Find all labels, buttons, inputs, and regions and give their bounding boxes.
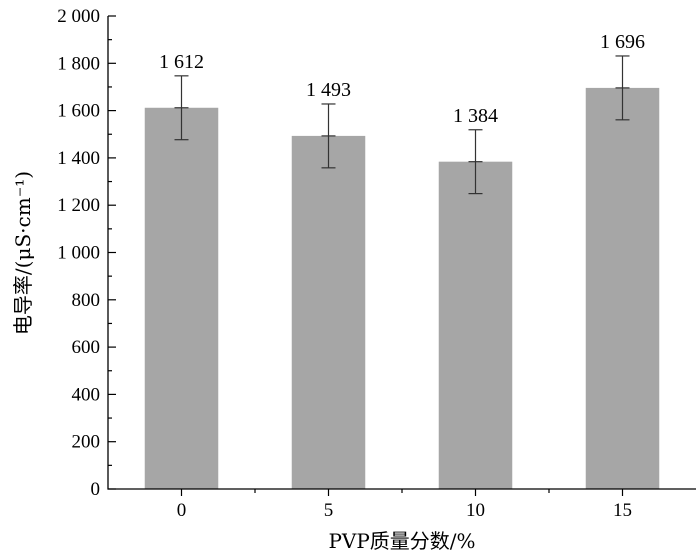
data-label: 1 384 xyxy=(453,105,498,127)
error-bars-group xyxy=(174,55,630,195)
y-tick-label: 1 800 xyxy=(57,53,100,74)
y-axis-title: 电导率/(μS·cm⁻¹) xyxy=(11,171,35,335)
x-axis-title: PVP质量分数/% xyxy=(328,529,475,553)
data-label: 1 612 xyxy=(159,51,204,73)
y-tick-label: 800 xyxy=(72,290,101,311)
bars-group xyxy=(144,87,660,490)
y-tick-label: 200 xyxy=(72,432,101,453)
x-tick-label: 0 xyxy=(177,500,187,521)
bar xyxy=(291,135,366,489)
data-labels-group: 1 612 1 493 1 384 1 696 xyxy=(159,31,645,127)
y-tick-label: 400 xyxy=(72,384,101,405)
data-label: 1 696 xyxy=(600,31,645,53)
y-tick-label: 1 400 xyxy=(57,148,100,169)
x-ticks-group: 0 5 10 15 xyxy=(177,489,632,521)
bar xyxy=(585,87,660,490)
y-tick-label: 1 200 xyxy=(57,195,100,216)
y-tick-label: 0 xyxy=(91,479,101,500)
bar xyxy=(438,161,513,489)
data-label: 1 493 xyxy=(306,79,351,101)
y-tick-label: 1 600 xyxy=(57,101,100,122)
y-tick-label: 1 000 xyxy=(57,243,100,264)
bar xyxy=(144,107,219,490)
y-tick-label: 2 000 xyxy=(57,6,100,27)
x-tick-label: 5 xyxy=(324,500,334,521)
x-tick-label: 15 xyxy=(613,500,632,521)
y-ticks-group: 0 200 400 600 800 1 000 1 200 1 400 1 600 1 800 2 … xyxy=(57,6,116,500)
x-tick-label: 10 xyxy=(466,500,485,521)
y-tick-label: 600 xyxy=(72,337,101,358)
axes-frame xyxy=(107,16,696,490)
